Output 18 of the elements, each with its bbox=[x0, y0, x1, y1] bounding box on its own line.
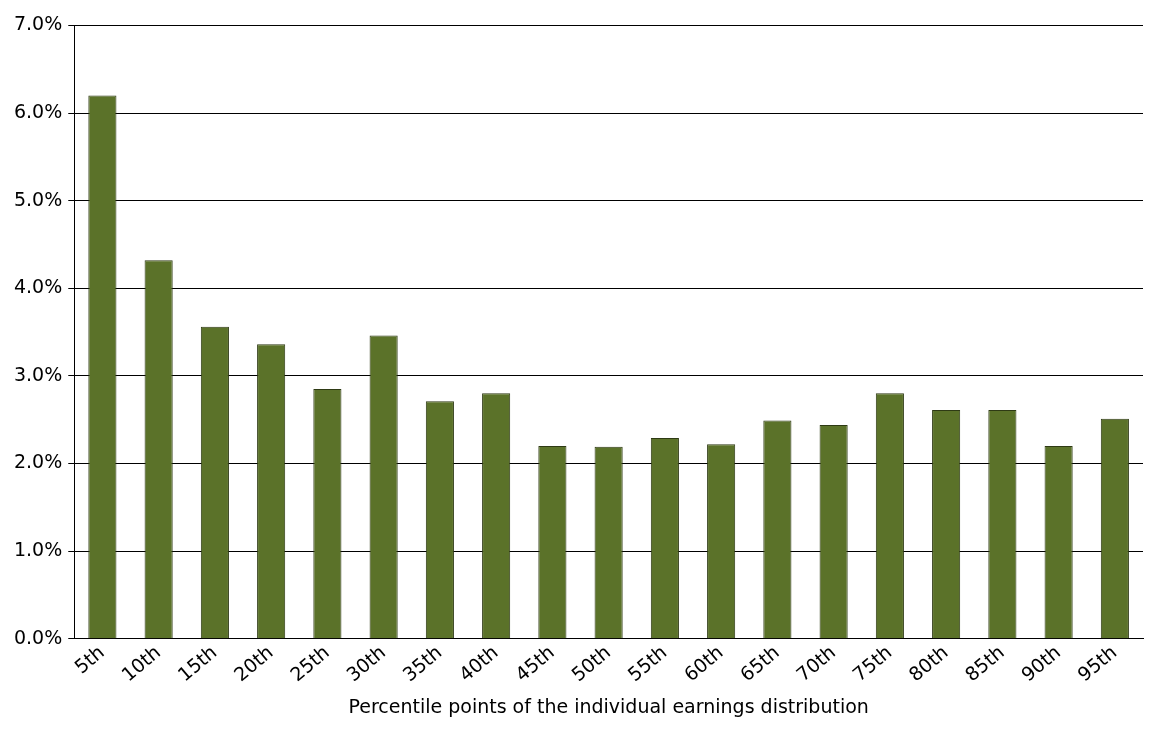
x-tick-label: 45th bbox=[510, 640, 559, 686]
y-tick-label: 3.0% bbox=[13, 362, 63, 385]
x-tick-label: 85th bbox=[960, 640, 1009, 686]
x-tick-label: 70th bbox=[791, 640, 840, 686]
y-tick-label: 4.0% bbox=[13, 275, 63, 298]
y-tick-label: 7.0% bbox=[13, 12, 63, 35]
y-tick-label: 6.0% bbox=[13, 99, 63, 122]
y-tick-label: 5.0% bbox=[13, 187, 63, 210]
y-tick-label: 0.0% bbox=[13, 625, 63, 648]
x-tick-label: 60th bbox=[679, 640, 727, 686]
x-tick-label: 75th bbox=[848, 640, 896, 686]
x-axis-title: Percentile points of the individual earnings distribution bbox=[348, 694, 869, 717]
x-tick-label: 65th bbox=[735, 640, 784, 686]
x-tick-label: 80th bbox=[904, 640, 952, 686]
y-tick-label: 1.0% bbox=[13, 537, 63, 560]
x-tick-label: 40th bbox=[454, 640, 502, 686]
x-tick-label: 5th bbox=[69, 640, 109, 678]
y-tick-label: 2.0% bbox=[13, 450, 63, 473]
